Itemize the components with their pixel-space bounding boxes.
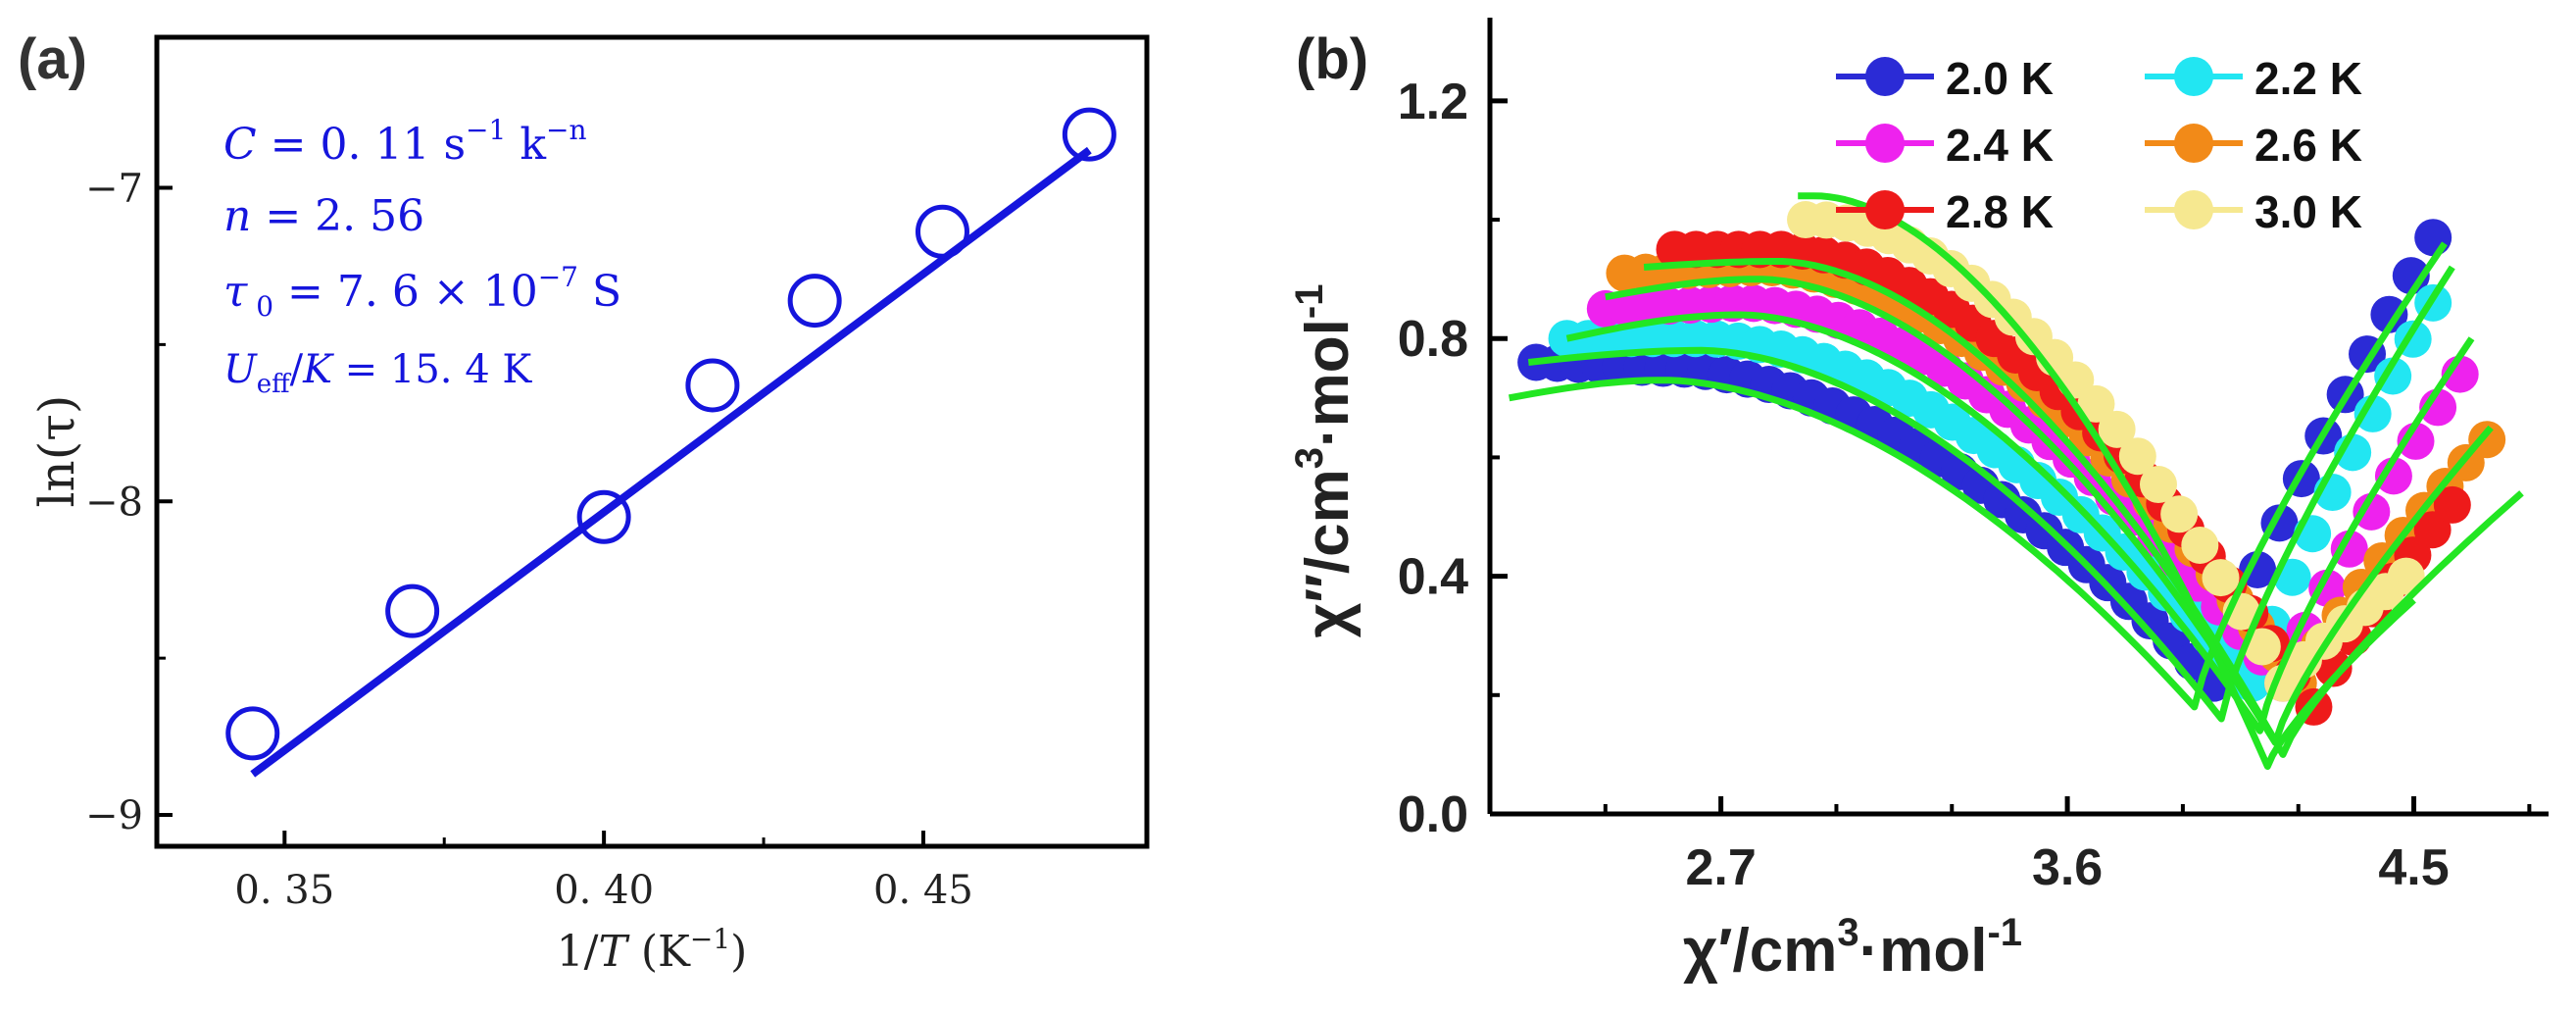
x-tick-label: 4.5 bbox=[2378, 839, 2449, 896]
legend-marker bbox=[2174, 190, 2213, 229]
panel-b-label: (b) bbox=[1296, 27, 1368, 91]
data-point bbox=[2387, 557, 2425, 595]
data-point bbox=[2370, 295, 2408, 333]
data-point bbox=[576, 489, 631, 544]
data-point bbox=[225, 706, 280, 761]
data-point bbox=[385, 583, 440, 638]
data-point bbox=[2139, 466, 2177, 504]
fit-curve bbox=[1605, 276, 2494, 746]
legend-item: 2.4 K bbox=[1836, 120, 2054, 171]
panel-a: (a) 0. 35 0. 40 0. 45 −9 −8 −7 1/T (K−1) ln(τ… bbox=[18, 27, 1150, 977]
panel-a-x-label: 1/T (K−1) bbox=[557, 923, 748, 977]
data-point bbox=[2374, 357, 2412, 395]
panel-b-ticks: 2.7 3.6 4.5 0.0 0.4 0.8 1.2 bbox=[1398, 74, 2532, 896]
data-point bbox=[2413, 511, 2452, 549]
legend-label: 3.0 K bbox=[2254, 186, 2362, 237]
data-point bbox=[2353, 394, 2392, 432]
legend-label: 2.2 K bbox=[2254, 53, 2362, 104]
legend-marker bbox=[2174, 124, 2213, 163]
x-tick-label: 3.6 bbox=[2032, 839, 2103, 896]
data-point bbox=[2330, 530, 2368, 568]
annotation-tau0: τ 0 = 7. 6 × 10−7 S bbox=[223, 261, 621, 323]
y-tick-label: 0.4 bbox=[1398, 549, 1468, 606]
panel-b-y-label: χ′′/cm3·mol-1 bbox=[1288, 284, 1362, 638]
fit-curve bbox=[1508, 241, 2448, 711]
data-point bbox=[2414, 219, 2452, 257]
panel-b-axes bbox=[1487, 18, 2549, 817]
legend-item: 2.8 K bbox=[1836, 186, 2054, 237]
data-point bbox=[2468, 421, 2506, 459]
legend-label: 2.6 K bbox=[2254, 120, 2362, 171]
annotation-c: C = 0. 11 s−1 k−n bbox=[223, 114, 586, 170]
annotation-ueff: Ueff/K = 15. 4 K bbox=[223, 347, 532, 399]
data-point bbox=[685, 358, 740, 413]
panel-a-y-label: ln(τ) bbox=[28, 395, 85, 508]
data-point bbox=[2397, 422, 2435, 460]
panel-b-fit-curves bbox=[1508, 192, 2524, 770]
y-tick-label: −9 bbox=[85, 793, 143, 838]
panel-a-ticks: 0. 35 0. 40 0. 45 −9 −8 −7 bbox=[85, 166, 973, 913]
data-point bbox=[2243, 628, 2281, 666]
x-tick-label: 0. 45 bbox=[873, 868, 973, 913]
fit-curve bbox=[1798, 192, 2416, 770]
legend-marker bbox=[1865, 190, 1905, 229]
legend-item: 3.0 K bbox=[2145, 186, 2362, 237]
legend-label: 2.4 K bbox=[1946, 120, 2054, 171]
x-tick-label: 2.7 bbox=[1685, 839, 1756, 896]
data-point bbox=[915, 204, 969, 259]
legend-marker bbox=[2174, 57, 2213, 96]
y-tick-label: 0.0 bbox=[1398, 786, 1468, 843]
data-point bbox=[2181, 527, 2219, 565]
legend-label: 2.8 K bbox=[1946, 186, 2054, 237]
data-point bbox=[2077, 384, 2115, 423]
panel-a-points bbox=[225, 107, 1116, 761]
data-point bbox=[1062, 107, 1116, 162]
data-point bbox=[2202, 559, 2240, 597]
panel-b-x-label: χ′/cm3·mol-1 bbox=[1683, 911, 2022, 985]
legend-marker bbox=[1865, 57, 1905, 96]
y-tick-label: 0.8 bbox=[1398, 311, 1468, 368]
annotation-n: n = 2. 56 bbox=[223, 191, 424, 241]
panel-a-label: (a) bbox=[18, 27, 87, 91]
panel-b: (b) 2.7 3.6 4.5 0.0 0.4 0.8 1.2 2.0 K 2.2 K 2.4 … bbox=[1288, 18, 2549, 985]
legend-label: 2.0 K bbox=[1946, 53, 2054, 104]
panel-a-frame bbox=[154, 34, 1150, 849]
y-tick-label: −7 bbox=[85, 166, 143, 211]
y-tick-label: 1.2 bbox=[1398, 74, 1468, 130]
data-point bbox=[2353, 492, 2391, 531]
x-tick-label: 0. 40 bbox=[554, 868, 654, 913]
legend-item: 2.6 K bbox=[2145, 120, 2362, 171]
data-point bbox=[2433, 485, 2471, 524]
legend-item: 2.0 K bbox=[1836, 53, 2054, 104]
x-tick-label: 0. 35 bbox=[234, 868, 334, 913]
data-point bbox=[2160, 495, 2199, 533]
panel-b-legend: 2.0 K 2.2 K 2.4 K 2.6 K 2.8 K 3.0 K bbox=[1836, 53, 2362, 237]
data-point bbox=[787, 274, 842, 329]
fit-curve bbox=[1565, 311, 2475, 734]
fit-curve bbox=[1643, 258, 2524, 758]
data-point bbox=[2098, 410, 2136, 448]
data-point bbox=[2374, 457, 2412, 495]
legend-item: 2.2 K bbox=[2145, 53, 2362, 104]
panel-a-annotations: C = 0. 11 s−1 k−n n = 2. 56 τ 0 = 7. 6 ×… bbox=[223, 114, 621, 399]
data-point bbox=[2118, 437, 2156, 476]
fit-curve bbox=[1527, 265, 2455, 723]
y-tick-label: −8 bbox=[85, 480, 143, 525]
legend-marker bbox=[1865, 124, 1905, 163]
